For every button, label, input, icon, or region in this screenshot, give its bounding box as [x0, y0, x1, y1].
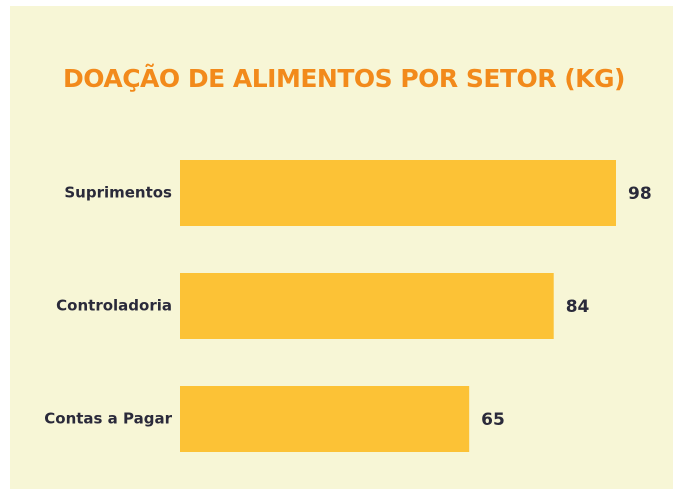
value-label: 98 — [628, 184, 652, 204]
value-label: 84 — [566, 297, 590, 317]
bar — [180, 386, 470, 452]
bar — [180, 273, 554, 339]
chart-title: DOAÇÃO DE ALIMENTOS POR SETOR (KG) — [63, 64, 625, 93]
category-label: Controladoria — [56, 297, 172, 315]
value-label: 65 — [481, 410, 505, 430]
category-label: Suprimentos — [64, 184, 172, 202]
bar — [180, 160, 616, 226]
category-label: Contas a Pagar — [44, 410, 172, 428]
